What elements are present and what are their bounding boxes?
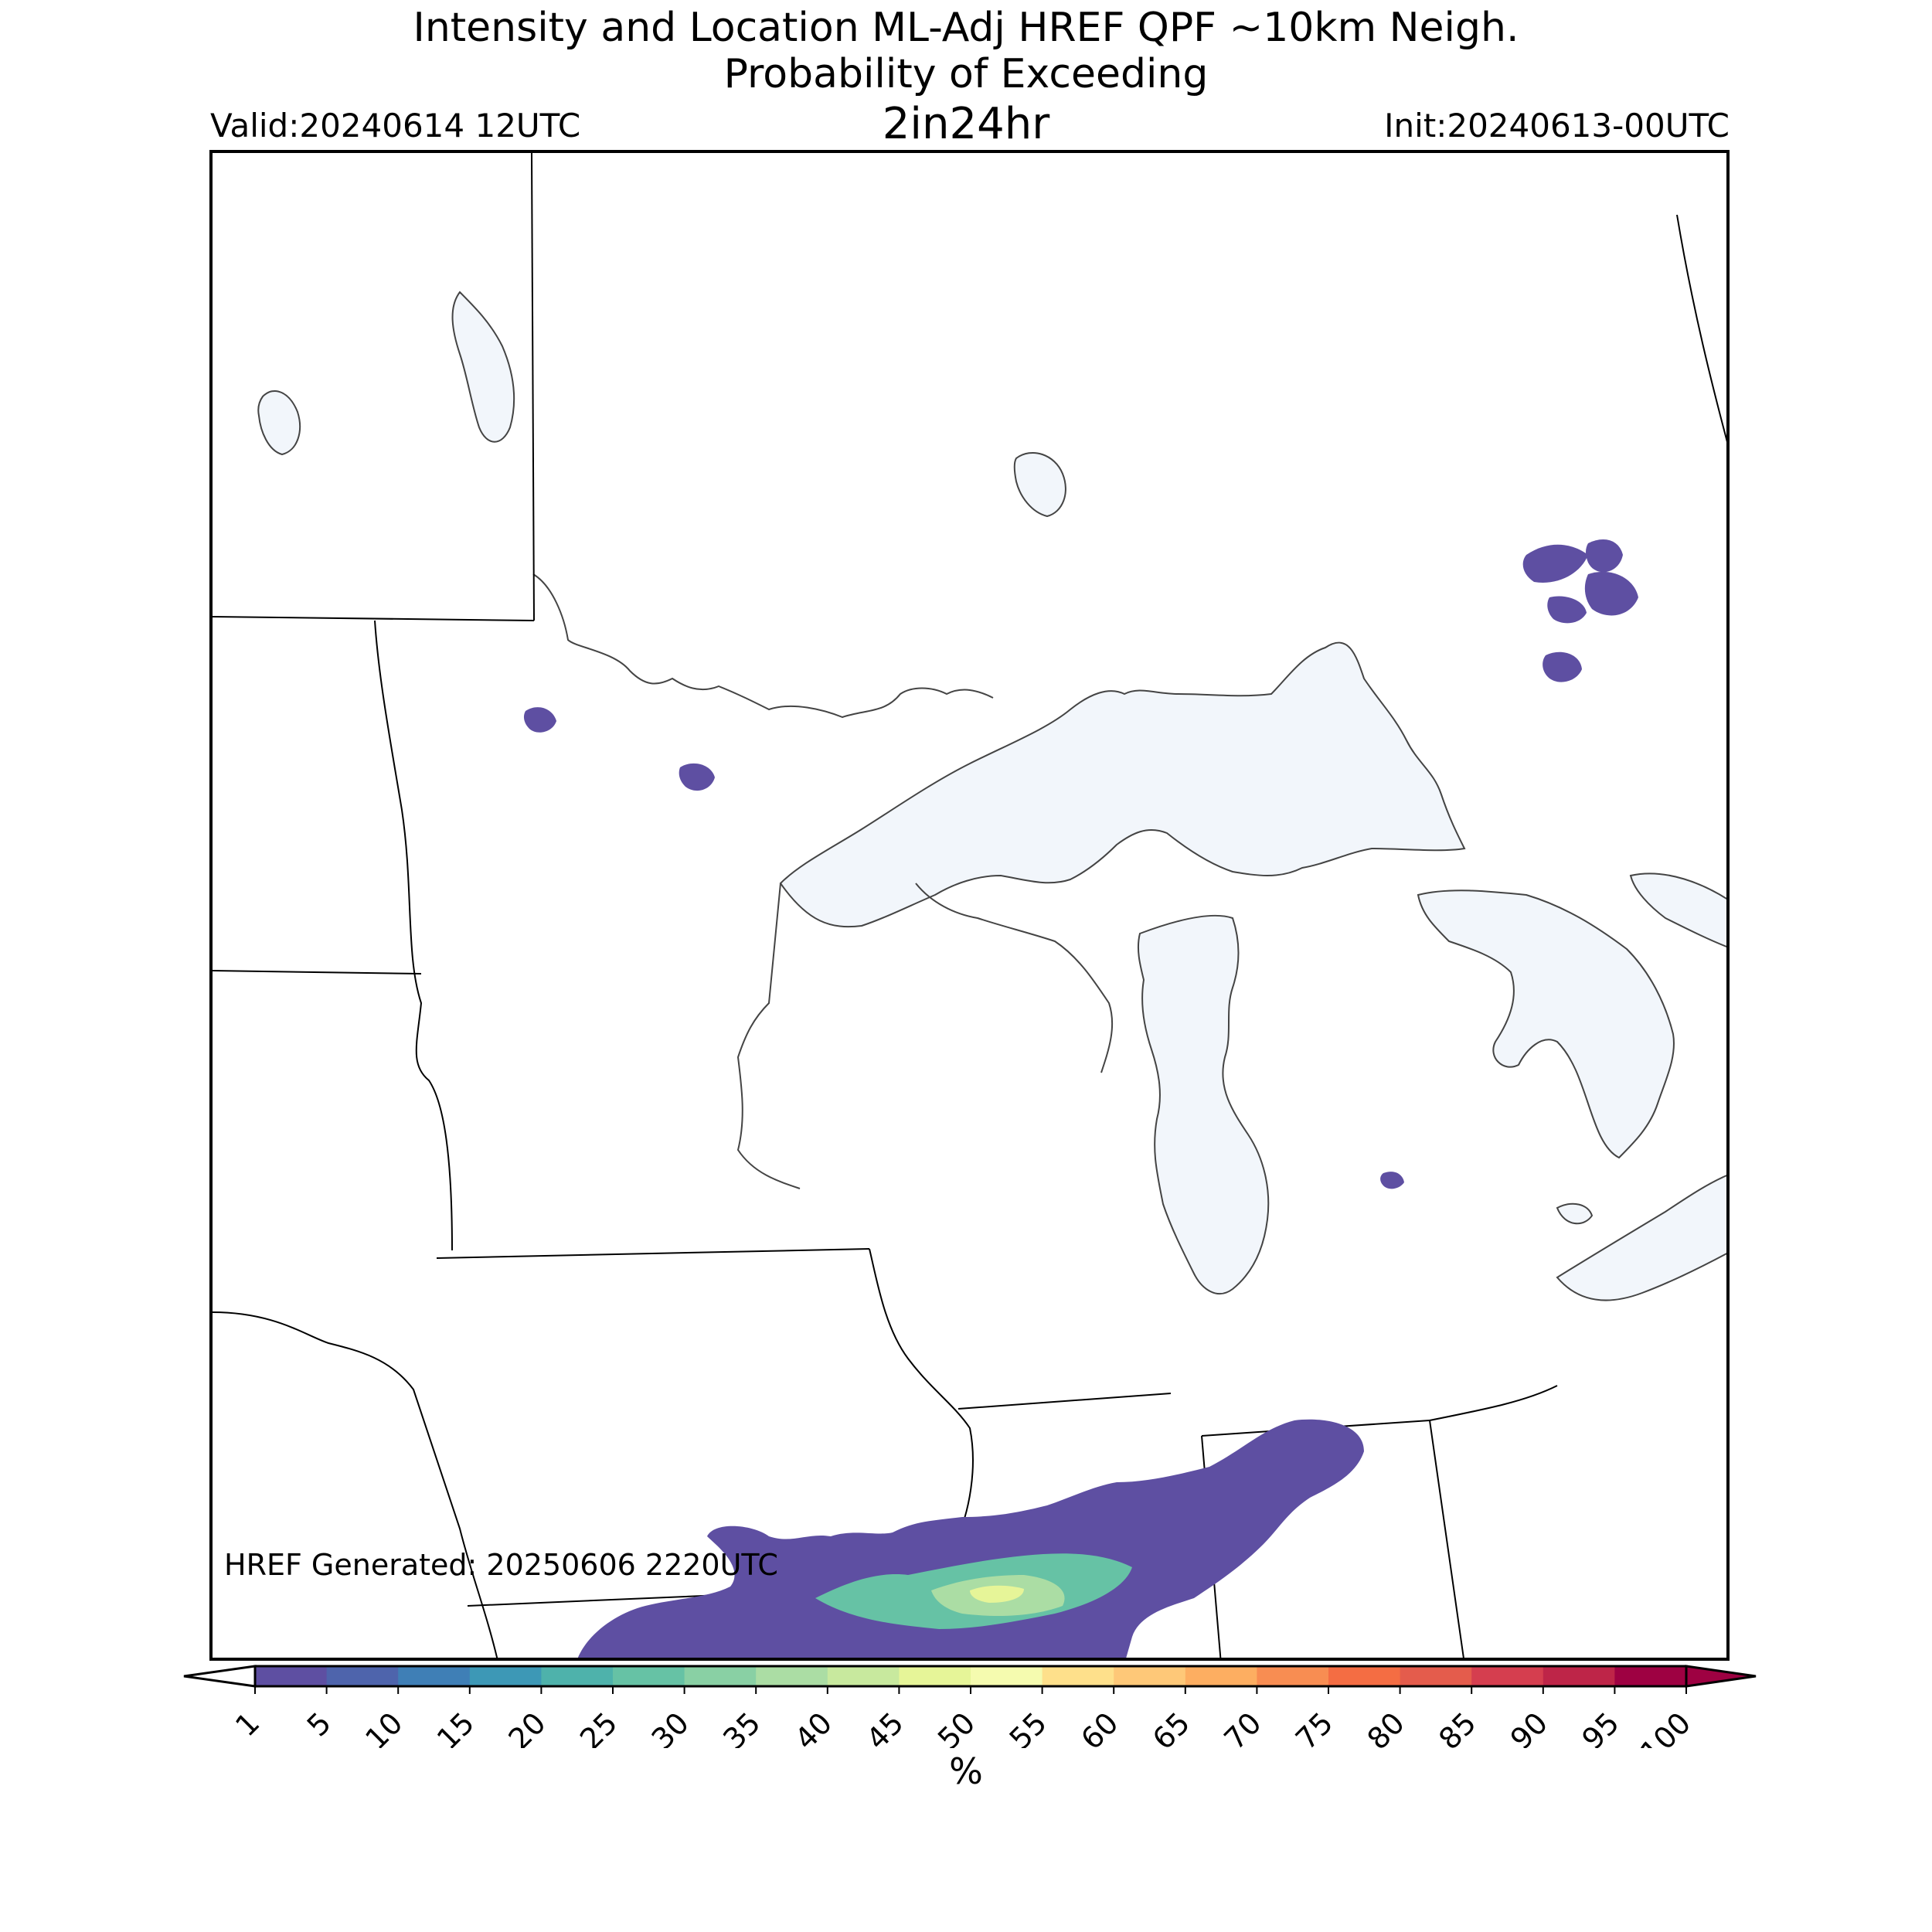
colorbar-ticks: 1 5 10 15 20 25 30 35 40 45 50 55 60 65 70 75 80 85 90 95 10… (229, 1686, 1697, 1748)
title-line3: 2in24hr (882, 99, 1050, 149)
colorbar-tick-label: 55 (1003, 1706, 1053, 1748)
qpf-area-on-3 (1584, 571, 1638, 616)
colorbar-tick-label: 20 (502, 1706, 552, 1748)
colorbar-swatch (1400, 1666, 1472, 1686)
qpf-area-main (577, 1419, 1364, 1658)
title-line2: Probability of Exceeding (723, 51, 1209, 97)
colorbar-swatch (326, 1666, 399, 1686)
lake-erie (1556, 1175, 1726, 1301)
colorbar-swatch (1614, 1666, 1687, 1686)
colorbar-tick-label: 25 (573, 1706, 624, 1748)
colorbar-swatch (1471, 1666, 1544, 1686)
border-sd-ne (213, 1311, 498, 1658)
colorbar-swatch (1257, 1666, 1329, 1686)
colorbar-swatch (971, 1666, 1043, 1686)
colorbar-tick-label: 60 (1074, 1706, 1124, 1748)
colorbar-tick-label: 100 (1634, 1706, 1697, 1748)
colorbar-tick-label: 90 (1504, 1706, 1554, 1748)
colorbar-over-triangle (1685, 1665, 1757, 1688)
colorbar-unit-label: % (949, 1750, 983, 1792)
colorbar-tick-label: 35 (716, 1706, 767, 1748)
colorbar-tick-label: 30 (645, 1706, 696, 1748)
colorbar-swatch (1185, 1666, 1257, 1686)
colorbar: 1 5 10 15 20 25 30 35 40 45 50 55 60 65 70 75 80 85 90 95 10… (183, 1665, 1757, 1748)
border-mn-canada-west (531, 153, 535, 621)
border-qc-on (1676, 214, 1726, 442)
colorbar-swatch (1543, 1666, 1615, 1686)
map-canvas (213, 153, 1726, 1658)
colorbar-tick-label: 85 (1432, 1706, 1482, 1748)
probability-layer (523, 539, 1638, 1658)
canada-us-border (532, 573, 994, 719)
colorbar-swatch (1328, 1666, 1401, 1686)
colorbar-tick-label: 5 (301, 1706, 338, 1743)
colorbar-tick-label: 10 (359, 1706, 409, 1748)
colorbar-tick-label: 15 (430, 1706, 481, 1748)
lake-huron (1417, 889, 1675, 1159)
generated-timestamp: HREF Generated: 20250606 2220UTC (224, 1548, 778, 1582)
qpf-area-on-2 (1522, 544, 1588, 583)
lakes-layer (257, 291, 1726, 1301)
border-nd-mb (213, 616, 535, 621)
lake-st-clair (1556, 1202, 1594, 1225)
colorbar-tick-label: 95 (1575, 1706, 1625, 1748)
lake-nipigon (1013, 451, 1066, 518)
map-frame (209, 150, 1730, 1661)
colorbar-tick-label: 70 (1217, 1706, 1267, 1748)
init-time-label: Init:20240613-00UTC (1384, 107, 1730, 145)
colorbar-swatch (684, 1666, 757, 1686)
colorbar-tick-label: 40 (788, 1706, 838, 1748)
border-mn-ia (436, 1248, 870, 1259)
colorbar-swatch (469, 1666, 542, 1686)
colorbar-swatches (183, 1665, 1757, 1688)
us-west-coast-superior (736, 883, 801, 1189)
border-sd-nd (213, 970, 422, 975)
colorbar-tick-label: 45 (859, 1706, 910, 1748)
colorbar-swatch (1042, 1666, 1114, 1686)
qpf-area-mn-north (523, 707, 556, 733)
colorbar-swatch (756, 1666, 828, 1686)
lake-michigan (1137, 914, 1270, 1294)
colorbar-tick-label: 1 (229, 1706, 266, 1743)
border-mi-oh (1429, 1385, 1558, 1421)
colorbar-swatch (899, 1666, 971, 1686)
colorbar-under-triangle (183, 1665, 257, 1688)
border-wi-il (957, 1393, 1172, 1410)
colorbar-swatch (541, 1666, 614, 1686)
colorbar-swatch (255, 1666, 328, 1686)
qpf-area-mi (1380, 1172, 1404, 1189)
georgian-bay (1629, 872, 1726, 947)
colorbar-tick-label: 65 (1146, 1706, 1196, 1748)
border-in-oh (1429, 1420, 1464, 1658)
coastline-layer (532, 573, 1114, 1189)
lake-winnipeg (257, 389, 301, 456)
lake-of-the-woods (451, 291, 515, 443)
title-line1: Intensity and Location ML-Adj HREF QPF ~… (413, 5, 1519, 51)
qpf-area-on-4 (1547, 596, 1587, 624)
colorbar-swatch (613, 1666, 685, 1686)
colorbar-swatch (827, 1666, 900, 1686)
lake-superior (779, 641, 1466, 928)
colorbar-tick-label: 75 (1289, 1706, 1339, 1748)
qpf-area-core-high (970, 1585, 1024, 1603)
wisconsin-mi-shore (915, 883, 1114, 1073)
colorbar-tick-label: 80 (1361, 1706, 1411, 1748)
qpf-area-wi-north (679, 763, 715, 791)
colorbar-swatch (398, 1666, 471, 1686)
qpf-area-on-5 (1543, 651, 1582, 682)
colorbar-tick-label: 50 (931, 1706, 981, 1748)
colorbar-swatch (1114, 1666, 1186, 1686)
border-nd-mn (374, 620, 453, 1251)
valid-time-label: Valid:20240614 12UTC (210, 107, 581, 145)
qpf-area-on-1 (1586, 539, 1623, 573)
